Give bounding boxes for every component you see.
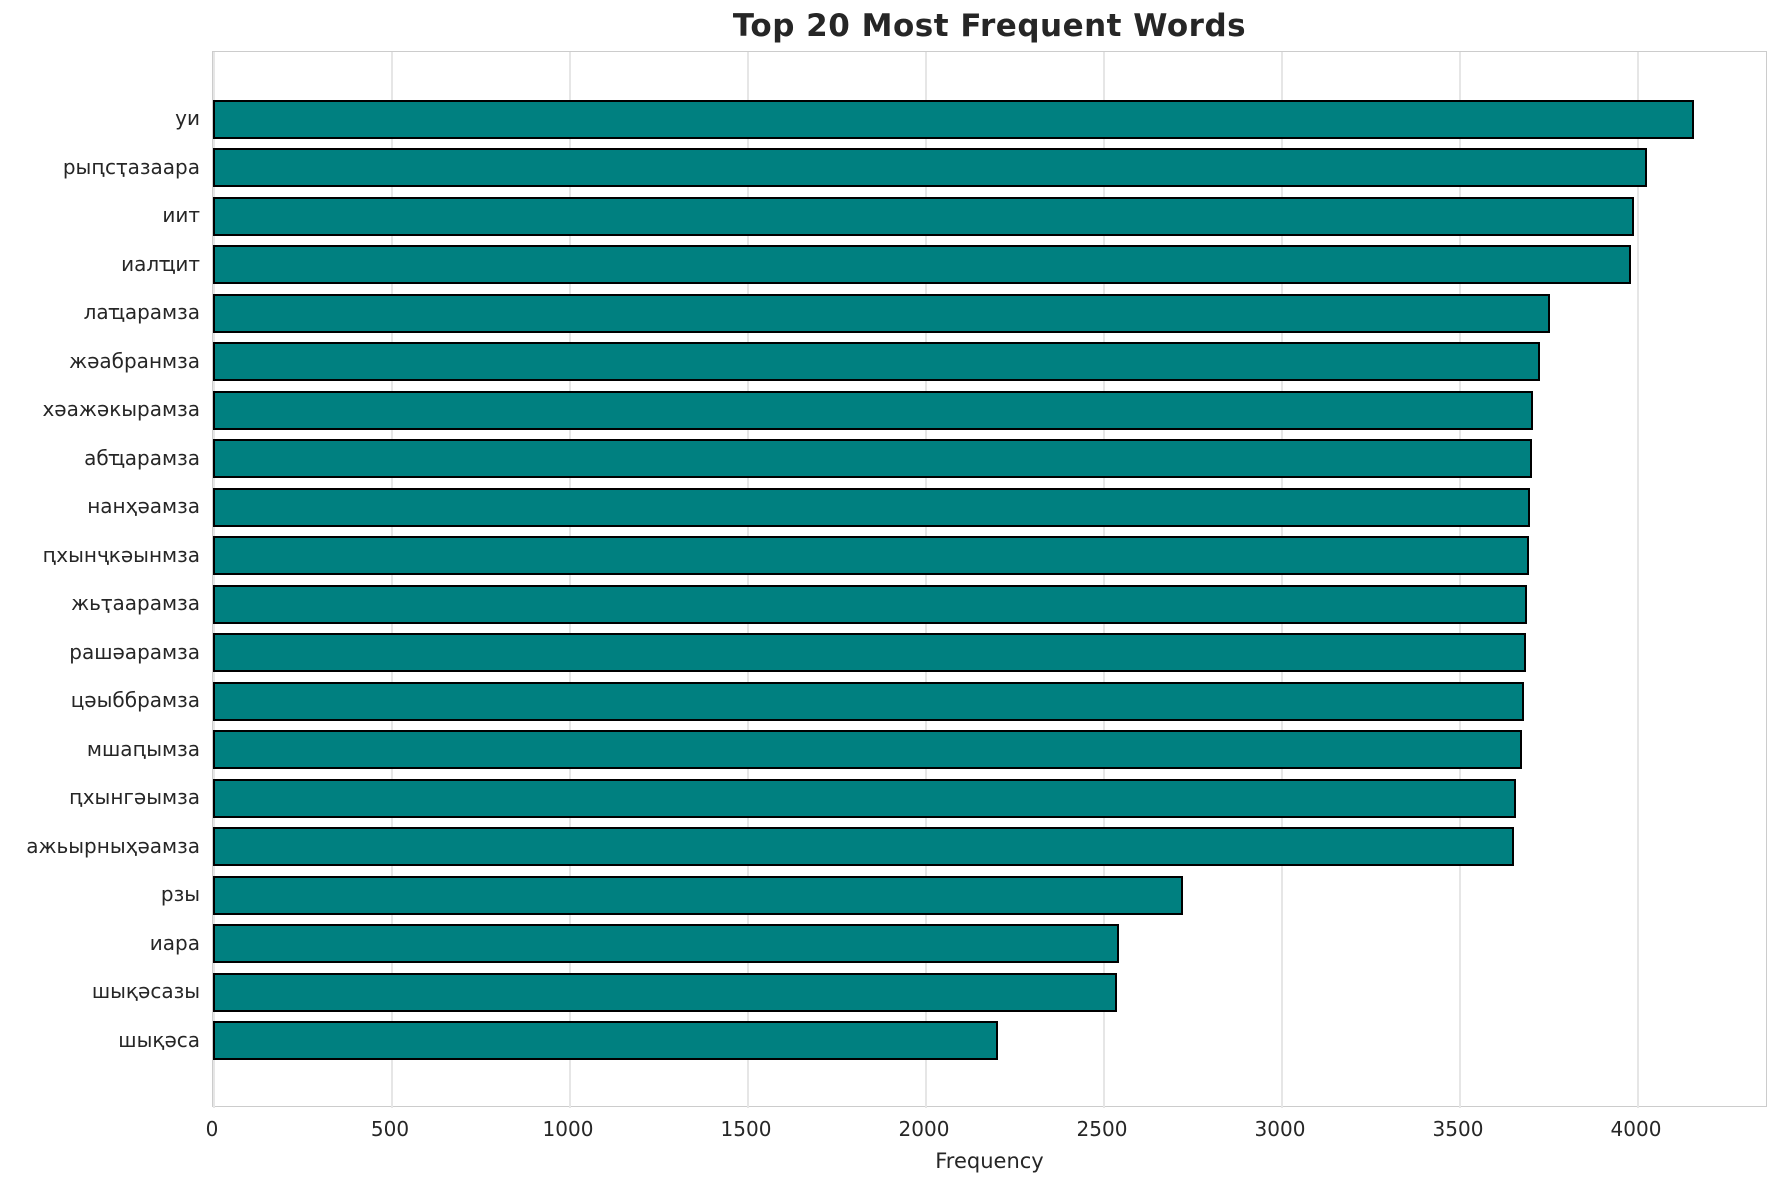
plot-area [212, 51, 1767, 1108]
xtick-label: 500 [370, 1117, 410, 1141]
ytick-label: уи [175, 106, 200, 130]
ytick-label: хәажәкырамза [42, 397, 200, 421]
bar-рзы [213, 876, 1183, 915]
ytick-label: абҵарамза [84, 446, 200, 470]
ytick-label: ԥхынҷкәынмза [42, 543, 200, 567]
bar-шықәсазы [213, 973, 1117, 1012]
ytick-label: ажьырныҳәамза [26, 834, 200, 858]
bar-мшаԥымза [213, 730, 1522, 769]
bar-жьҭаарамза [213, 585, 1527, 624]
bar-иара [213, 924, 1119, 963]
bar-жәабранмза [213, 342, 1540, 381]
gridline-x-1000 [568, 52, 571, 1108]
ytick-label: цәыббрамза [70, 688, 200, 712]
gridline-x-2500 [1102, 52, 1105, 1108]
chart-title: Top 20 Most Frequent Words [732, 8, 1247, 44]
gridline-x-1500 [746, 52, 749, 1108]
ytick-label: рзы [160, 882, 200, 906]
xtick-label: 1000 [542, 1117, 594, 1141]
ytick-label: рашәарамза [69, 640, 200, 664]
ytick-label: шықәса [118, 1028, 200, 1052]
bar-цәыббрамза [213, 682, 1524, 721]
gridline-x-3000 [1280, 52, 1283, 1108]
bar-нанҳәамза [213, 488, 1530, 527]
xtick-label: 3000 [1254, 1117, 1306, 1141]
bar-ԥхынгәымза [213, 779, 1516, 818]
bar-иалҵит [213, 245, 1631, 284]
bar-рыԥсҭазаара [213, 148, 1647, 187]
x-axis-title: Frequency [935, 1149, 1044, 1173]
xtick-label: 4000 [1610, 1117, 1662, 1141]
gridline-x-500 [390, 52, 393, 1108]
ytick-label: иит [162, 203, 200, 227]
bar-иит [213, 197, 1634, 236]
bar-ԥхынҷкәынмза [213, 536, 1529, 575]
bar-лаҵарамза [213, 294, 1550, 333]
gridline-x-2000 [924, 52, 927, 1108]
ytick-label: шықәсазы [91, 979, 200, 1003]
gridline-x-0 [213, 52, 215, 1108]
bar-хәажәкырамза [213, 391, 1533, 430]
bar-ажьырныҳәамза [213, 827, 1514, 866]
ytick-label: жәабранмза [69, 349, 200, 373]
ytick-label: рыԥсҭазаара [62, 155, 200, 179]
gridline-x-4000 [1636, 52, 1639, 1108]
ytick-label: ԥхынгәымза [69, 785, 200, 809]
xtick-label: 2000 [898, 1117, 950, 1141]
xtick-label: 2500 [1076, 1117, 1128, 1141]
bar-уи [213, 100, 1694, 139]
ytick-label: нанҳәамза [87, 494, 200, 518]
gridline-x-3500 [1458, 52, 1461, 1108]
ytick-label: лаҵарамза [83, 300, 200, 324]
xtick-label: 0 [205, 1117, 219, 1141]
bar-рашәарамза [213, 633, 1526, 672]
bar-абҵарамза [213, 439, 1532, 478]
xtick-label: 1500 [720, 1117, 772, 1141]
xtick-label: 3500 [1432, 1117, 1484, 1141]
ytick-label: иара [149, 931, 200, 955]
bar-шықәса [213, 1021, 998, 1060]
ytick-label: мшаԥымза [86, 737, 200, 761]
ytick-label: иалҵит [121, 252, 200, 276]
ytick-label: жьҭаарамза [71, 591, 200, 615]
